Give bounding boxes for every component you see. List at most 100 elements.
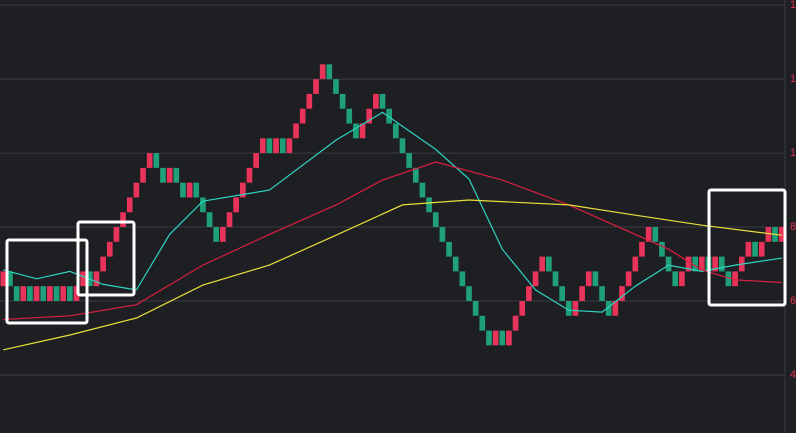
brick	[166, 167, 173, 183]
brick	[126, 197, 133, 213]
y-tick-label: 8	[790, 221, 796, 233]
brick	[293, 123, 299, 139]
brick	[539, 256, 546, 272]
brick	[486, 330, 492, 346]
brick	[259, 138, 266, 154]
brick	[459, 271, 466, 287]
brick	[226, 212, 233, 228]
brick	[778, 227, 785, 242]
brick	[446, 241, 452, 257]
brick	[725, 271, 732, 287]
brick	[140, 167, 146, 183]
brick	[359, 123, 366, 139]
brick	[393, 123, 399, 139]
brick	[67, 286, 73, 301]
brick	[419, 182, 426, 198]
brick	[679, 271, 685, 287]
brick	[73, 286, 80, 301]
brick	[592, 271, 599, 287]
brick	[333, 79, 339, 94]
brick	[346, 108, 353, 124]
brick	[266, 138, 273, 154]
brick	[572, 300, 579, 316]
y-tick-label: 12	[790, 73, 796, 85]
brick	[672, 271, 679, 287]
brick	[193, 182, 200, 198]
brick	[546, 256, 552, 272]
brick	[200, 197, 206, 213]
brick	[758, 241, 765, 257]
brick	[180, 182, 186, 198]
brick	[499, 330, 506, 346]
brick	[432, 212, 439, 228]
brick	[113, 227, 120, 242]
brick	[412, 167, 419, 183]
brick	[0, 271, 7, 287]
brick	[479, 315, 486, 331]
brick	[20, 286, 27, 301]
brick	[645, 227, 652, 242]
brick	[406, 153, 412, 168]
brick	[173, 167, 180, 183]
brick	[718, 256, 725, 272]
brick	[366, 108, 373, 124]
brick	[472, 300, 479, 316]
brick	[452, 256, 459, 272]
brick	[625, 271, 632, 287]
brick	[40, 286, 47, 301]
brick	[353, 123, 359, 139]
brick	[286, 138, 293, 154]
brick	[253, 153, 259, 168]
brick	[552, 271, 559, 287]
brick	[559, 286, 565, 301]
brick	[13, 286, 20, 301]
y-tick-label: 10	[790, 147, 796, 159]
brick	[306, 93, 313, 109]
brick	[93, 271, 100, 287]
brick	[47, 286, 53, 301]
brick	[632, 256, 639, 272]
brick	[532, 271, 539, 287]
y-tick-label: 14	[790, 0, 796, 11]
brick	[512, 315, 519, 331]
brick	[53, 286, 60, 301]
brick	[326, 64, 333, 80]
brick	[220, 227, 226, 242]
brick	[599, 286, 605, 301]
marks	[0, 64, 785, 351]
brick	[612, 300, 619, 316]
brick	[60, 286, 67, 301]
brick	[585, 271, 592, 287]
brick	[492, 330, 499, 346]
brick	[506, 330, 512, 346]
brick	[466, 286, 472, 301]
brick	[273, 138, 279, 154]
brick	[146, 153, 153, 168]
brick	[133, 182, 140, 198]
brick	[246, 167, 253, 183]
brick	[279, 138, 286, 154]
brick	[33, 286, 40, 301]
moving-average-line	[3, 161, 782, 321]
highlight-box	[76, 220, 136, 297]
highlight-box	[5, 238, 89, 325]
brick	[100, 256, 106, 272]
brick	[519, 300, 526, 316]
brick	[373, 93, 379, 109]
brick	[80, 271, 86, 287]
brick	[565, 300, 572, 316]
brick	[639, 241, 645, 257]
brick	[313, 79, 319, 94]
brick	[712, 256, 718, 272]
brick	[745, 241, 752, 257]
brick	[386, 108, 392, 124]
brick	[233, 197, 239, 213]
brick	[665, 256, 672, 272]
y-tick-label: 4	[790, 369, 796, 381]
brick	[239, 182, 246, 198]
brick	[765, 227, 772, 242]
moving-average-line	[3, 199, 782, 351]
brick	[379, 93, 386, 109]
brick	[526, 286, 532, 301]
brick	[153, 153, 160, 168]
